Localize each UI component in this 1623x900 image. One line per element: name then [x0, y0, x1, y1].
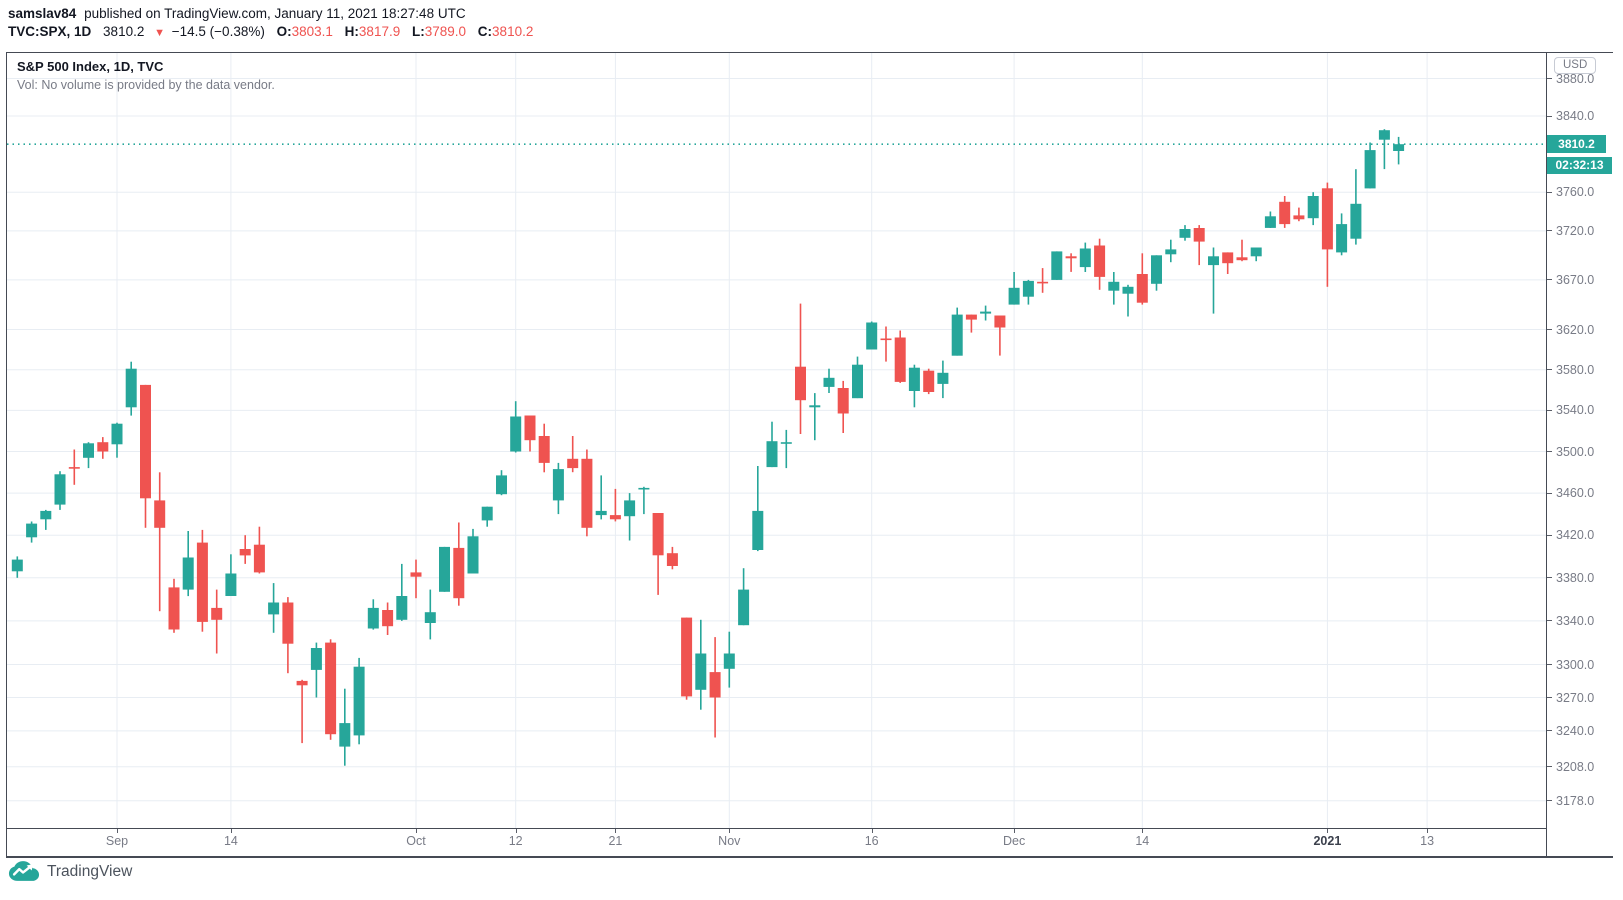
symbol-interval: TVC:SPX, 1D [8, 24, 92, 39]
time-tick-mark [515, 829, 517, 833]
price-tick-mark [1547, 409, 1552, 411]
price-axis-label: 3208.0 [1556, 759, 1595, 774]
close-value: 3810.2 [492, 24, 534, 39]
price-tick-mark [1547, 369, 1552, 371]
bar-countdown-label: 02:32:13 [1547, 157, 1612, 175]
price-tick-mark [1547, 279, 1552, 281]
time-tick-mark [416, 829, 417, 833]
time-tick-mark [230, 829, 232, 833]
price-axis[interactable]: USD 3880.0 3840.0 3760.0 3720.0 3670.0 3620.0… [1547, 53, 1613, 856]
publish-info: samslav84 published on TradingView.com, … [8, 6, 466, 21]
high-label: H: [344, 24, 359, 39]
price-tick-mark [1547, 697, 1552, 698]
time-axis-label: Sep [105, 834, 129, 848]
last-price-label: 3810.2 [1547, 135, 1606, 154]
low-value: 3789.0 [424, 24, 467, 39]
price-axis-label: 3540.0 [1556, 403, 1595, 418]
price-axis-label: 3840.0 [1556, 109, 1595, 123]
price-axis-label: 3340.0 [1556, 613, 1595, 628]
low-label: L: [411, 24, 425, 39]
price-tick-mark [1547, 115, 1552, 117]
price-axis-label: 3620.0 [1556, 322, 1595, 337]
author-name: samslav84 [8, 6, 77, 21]
time-tick-mark [1427, 829, 1429, 833]
down-triangle-icon: ▼ [154, 27, 165, 39]
time-axis-label: 12 [508, 834, 523, 848]
price-tick-mark [1547, 191, 1552, 193]
time-axis-label: 14 [223, 834, 238, 848]
time-axis-label: 13 [1420, 834, 1435, 848]
time-tick-mark [871, 829, 873, 833]
price-tick-mark [1547, 534, 1552, 536]
price-pane[interactable]: S&P 500 Index, 1D, TVC Vol: No volume is… [7, 53, 1547, 829]
price-tick-mark [1547, 620, 1552, 622]
header-last-price: 3810.2 [103, 24, 145, 39]
open-value: 3803.1 [291, 24, 333, 39]
price-axis-label: 3270.0 [1556, 690, 1595, 705]
price-tick-mark [1547, 451, 1552, 452]
price-tick-mark [1547, 230, 1552, 232]
price-axis-label: 3380.0 [1556, 570, 1595, 585]
price-axis-label: 3880.0 [1556, 71, 1595, 86]
high-value: 3817.9 [358, 24, 401, 39]
time-axis-label: Nov [718, 834, 741, 848]
grid-lines [7, 53, 1546, 828]
time-axis-label: 21 [608, 834, 623, 848]
close-label: C: [477, 24, 493, 39]
time-axis-label: Dec [1002, 834, 1026, 848]
time-axis-label: Oct [406, 834, 426, 848]
open-label: O: [276, 24, 292, 39]
price-tick-mark [1547, 766, 1552, 768]
price-tick-mark [1547, 664, 1552, 665]
price-axis-label: 3720.0 [1556, 223, 1595, 238]
price-tick-mark [1547, 577, 1552, 579]
time-tick-mark [1327, 829, 1329, 833]
price-axis-label: 3670.0 [1556, 272, 1595, 287]
time-tick-mark [729, 829, 731, 833]
price-tick-mark [1547, 730, 1552, 732]
price-axis-label: 3580.0 [1556, 362, 1595, 377]
price-tick-mark [1547, 78, 1552, 79]
chart-frame: S&P 500 Index, 1D, TVC Vol: No volume is… [6, 52, 1613, 858]
price-axis-label: 3420.0 [1556, 528, 1595, 543]
logo-text: TradingView [47, 862, 133, 880]
price-tick-mark [1547, 329, 1552, 330]
price-axis-label: 3240.0 [1556, 723, 1595, 738]
price-axis-label: 3300.0 [1556, 657, 1595, 672]
time-tick-mark [1014, 829, 1016, 833]
symbol-stats-bar: TVC:SPX, 1D 3810.2 ▼ −14.5 (−0.38%) O:38… [8, 24, 533, 39]
time-axis-label: 16 [864, 834, 879, 848]
change-value: −14.5 (−0.38%) [171, 24, 265, 39]
time-tick-mark [615, 829, 617, 833]
price-tick-mark [1547, 492, 1552, 494]
publish-text: published on TradingView.com, January 11… [84, 6, 466, 21]
tradingview-logo[interactable]: TradingView [8, 861, 132, 882]
price-axis-label: 3178.0 [1556, 793, 1595, 808]
time-axis-label: 14 [1135, 834, 1150, 848]
time-axis[interactable]: Sep 14 Oct 12 21 Nov 16 Dec 14 2021 13 [7, 829, 1547, 856]
price-axis-label: 3500.0 [1556, 444, 1595, 459]
currency-button[interactable]: USD [1554, 57, 1597, 74]
candles[interactable] [11, 129, 1405, 766]
time-tick-mark [1142, 829, 1144, 833]
time-tick-mark [117, 829, 118, 833]
tradingview-cloud-icon [8, 861, 40, 881]
candlestick-canvas[interactable] [7, 53, 1546, 828]
price-axis-label: 3460.0 [1556, 486, 1595, 501]
time-axis-label: 2021 [1313, 834, 1342, 848]
price-axis-label: 3760.0 [1556, 185, 1595, 200]
price-tick-mark [1547, 800, 1552, 802]
